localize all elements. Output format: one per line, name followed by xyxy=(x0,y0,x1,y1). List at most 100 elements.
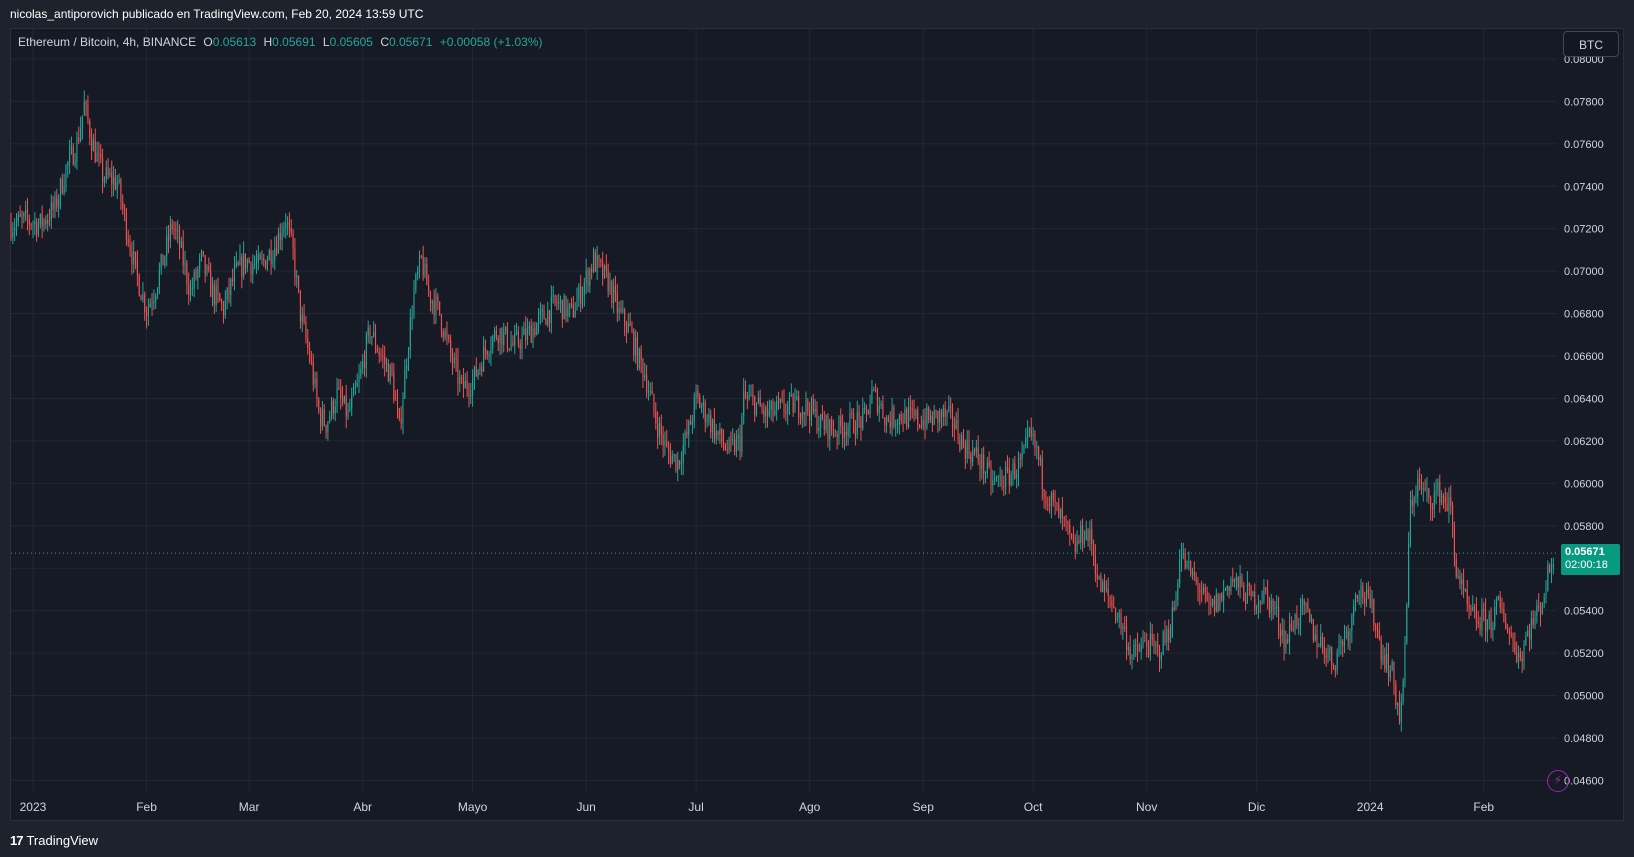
candle-body xyxy=(1169,636,1172,641)
candle-body xyxy=(1056,502,1058,504)
candle-body xyxy=(629,322,631,327)
candle-body xyxy=(559,299,562,302)
candle-body xyxy=(1505,621,1507,630)
candle-body xyxy=(407,350,410,366)
candle-body xyxy=(1463,579,1465,591)
candle-body xyxy=(287,222,289,225)
candle-body xyxy=(1186,561,1188,568)
candle-body xyxy=(305,321,307,339)
candle-body xyxy=(1071,533,1073,538)
candle-body xyxy=(563,296,565,320)
candle-body xyxy=(1125,626,1128,650)
candle-body xyxy=(1259,601,1261,603)
candle-body xyxy=(215,286,217,305)
candle-body xyxy=(1030,428,1032,437)
candle-body xyxy=(1201,592,1203,594)
candle-body xyxy=(107,167,109,175)
candle-body xyxy=(1067,520,1069,525)
candle-body xyxy=(1287,639,1289,643)
candle-body xyxy=(1232,579,1234,582)
x-tick-label: Nov xyxy=(1136,800,1157,814)
candle-body xyxy=(36,221,38,235)
candle-body xyxy=(829,419,831,440)
candle-body xyxy=(96,152,98,162)
candle-body xyxy=(1364,597,1366,604)
candle-body xyxy=(1036,446,1038,448)
ohlc-legend: Ethereum / Bitcoin, 4h, BINANCE O0.05613… xyxy=(18,34,542,50)
candle-body xyxy=(920,425,922,428)
candle-body xyxy=(1039,457,1041,461)
high-value: 0.05691 xyxy=(272,35,316,49)
candle-body xyxy=(1472,606,1474,612)
candle-body xyxy=(1114,608,1117,620)
currency-button[interactable]: BTC xyxy=(1563,31,1619,57)
candle-body xyxy=(1450,497,1452,506)
candle-body xyxy=(486,351,488,355)
candle-body xyxy=(1444,496,1446,504)
candle-body xyxy=(787,404,789,414)
candle-body xyxy=(794,399,796,413)
candle-body xyxy=(415,274,417,290)
candle-body xyxy=(52,202,54,210)
candle-body xyxy=(702,402,704,408)
candle-body xyxy=(1162,631,1164,655)
candle-body xyxy=(1267,590,1269,598)
candle-body xyxy=(1503,609,1505,622)
candle-body xyxy=(1195,576,1197,582)
alert-lightning-icon[interactable]: ⚡ xyxy=(1547,770,1569,792)
candle-body xyxy=(144,293,146,313)
candle-body xyxy=(1241,575,1243,586)
candle-body xyxy=(1459,576,1461,584)
candle-body xyxy=(444,330,446,338)
symbol-label[interactable]: Ethereum / Bitcoin, 4h, BINANCE xyxy=(18,35,197,49)
candle-body xyxy=(607,269,609,292)
candle-body xyxy=(1171,607,1173,637)
tradingview-logo-icon: 17 xyxy=(10,832,24,848)
candle-body xyxy=(63,186,65,193)
candle-body xyxy=(865,407,867,410)
candle-body xyxy=(338,387,340,389)
candle-body xyxy=(1354,595,1357,607)
candle-body xyxy=(827,415,829,440)
candle-body xyxy=(1527,630,1529,637)
candle-body xyxy=(983,454,985,475)
candle-body xyxy=(1479,623,1481,631)
candle-body xyxy=(1257,601,1259,608)
candle-body xyxy=(1389,669,1391,678)
candle-body xyxy=(1199,590,1201,593)
footer-brand[interactable]: TradingView xyxy=(26,832,99,848)
candle-body xyxy=(666,440,668,447)
candle-body xyxy=(527,328,529,341)
candle-body xyxy=(356,382,358,387)
candle-body xyxy=(860,417,862,429)
candle-body xyxy=(990,466,992,485)
candle-body xyxy=(111,173,113,185)
candle-body xyxy=(1158,647,1161,661)
candle-body xyxy=(153,301,155,304)
candle-body xyxy=(1519,653,1521,658)
candle-body xyxy=(365,335,367,369)
candle-body xyxy=(175,229,177,231)
candle-body xyxy=(1492,626,1494,630)
candle-body xyxy=(886,417,888,426)
candle-body xyxy=(116,182,118,189)
y-tick-label: 0.06600 xyxy=(1564,351,1604,363)
candle-body xyxy=(937,410,939,423)
candle-body xyxy=(664,440,666,446)
publisher-header: nicolas_antiporovich publicado en Tradin… xyxy=(10,7,424,21)
candle-body xyxy=(254,264,256,266)
x-tick-label: Abr xyxy=(353,800,372,814)
candle-body xyxy=(1325,655,1327,658)
candle-body xyxy=(417,271,419,275)
candle-body xyxy=(1514,642,1516,654)
candle-body xyxy=(468,389,470,396)
candle-body xyxy=(627,322,629,333)
candle-body xyxy=(1397,703,1399,706)
candle-body xyxy=(893,407,895,427)
candle-body xyxy=(1281,629,1283,636)
candle-body xyxy=(565,296,567,317)
x-tick-label: 2023 xyxy=(20,800,47,814)
candle-body xyxy=(710,414,712,433)
candle-body xyxy=(777,400,780,403)
